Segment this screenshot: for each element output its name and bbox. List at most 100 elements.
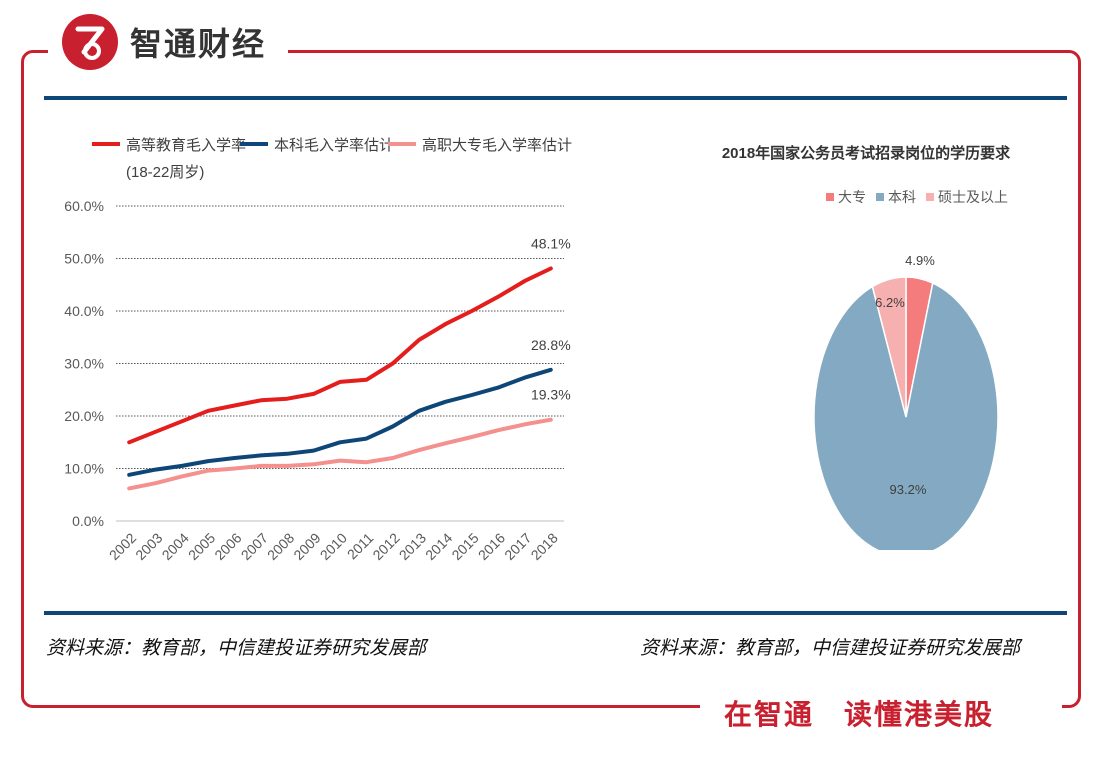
x-tick-label: 2016 — [475, 530, 508, 563]
source-note-right: 资料来源：教育部，中信建投证券研究发展部 — [640, 637, 1021, 659]
x-tick-label: 2004 — [159, 530, 192, 563]
data-point — [234, 405, 236, 406]
x-tick-label: 2008 — [264, 530, 297, 563]
legend-label: 大专 — [838, 189, 866, 205]
pie-slice-label: 6.2% — [875, 295, 905, 310]
data-point — [550, 267, 552, 269]
data-point — [313, 450, 315, 452]
x-tick-label: 2010 — [317, 530, 350, 563]
data-point — [497, 296, 499, 298]
y-tick-label: 40.0% — [64, 303, 104, 319]
line-chart-grid — [116, 205, 564, 522]
data-point — [313, 463, 315, 465]
data-point — [471, 310, 473, 312]
data-point — [392, 426, 394, 427]
data-point — [550, 419, 552, 421]
data-point — [497, 387, 499, 389]
data-point — [444, 401, 446, 403]
data-point — [181, 420, 183, 422]
pie-chart: 2018年国家公务员考试招录岗位的学历要求 大专 本科 硕士及以上 4.9% 93.2… — [722, 144, 1011, 550]
data-point — [523, 423, 525, 425]
data-point — [234, 457, 236, 459]
data-point — [471, 436, 473, 438]
data-point — [418, 339, 420, 341]
pie-slice-label: 93.2% — [890, 482, 927, 497]
legend-label: 高职大专毛入学率估计 — [422, 137, 572, 154]
y-tick-label: 30.0% — [64, 356, 104, 372]
pie-slice — [871, 276, 907, 418]
y-tick-label: 0.0% — [72, 513, 104, 529]
x-tick-label: 2009 — [290, 530, 323, 563]
data-point — [523, 280, 525, 282]
data-point — [260, 465, 262, 467]
footer-mask — [700, 692, 1062, 722]
data-point — [207, 470, 209, 472]
brand-name: 智通财经 — [130, 19, 277, 65]
data-point — [418, 449, 420, 451]
pie-chart-labels: 4.9% 93.2% 6.2% — [875, 253, 935, 497]
x-tick-label: 2002 — [106, 530, 139, 563]
legend-label: 硕士及以上 — [938, 189, 1008, 205]
x-tick-label: 2017 — [501, 530, 534, 563]
legend-label: 本科毛入学率估计 — [274, 137, 394, 154]
end-data-label: 28.8% — [531, 337, 571, 353]
data-point — [497, 429, 499, 431]
line-chart: 高等教育毛入学率 (18-22周岁) 本科毛入学率估计 高职大专毛入学率估计 0.0%… — [64, 136, 572, 563]
data-point — [155, 431, 157, 433]
data-point — [550, 369, 552, 371]
line-chart-legend: 高等教育毛入学率 (18-22周岁) 本科毛入学率估计 高职大专毛入学率估计 — [92, 136, 572, 181]
x-tick-label: 2015 — [448, 530, 481, 563]
x-tick-label: 2011 — [344, 530, 377, 563]
data-point — [392, 457, 394, 459]
line-chart-x-axis: 2002200320042005200620072008200920102011… — [106, 530, 561, 563]
x-tick-label: 2013 — [396, 530, 429, 563]
top-rule — [44, 96, 1067, 100]
data-point — [471, 394, 473, 396]
series-line — [127, 417, 553, 491]
y-tick-label: 60.0% — [64, 198, 104, 214]
legend-label: 本科 — [888, 189, 916, 205]
data-point — [286, 398, 288, 400]
x-tick-label: 2014 — [422, 530, 455, 563]
x-tick-label: 2003 — [132, 530, 165, 563]
data-point — [181, 475, 183, 477]
brand-logo: 智通财经 — [62, 14, 277, 70]
data-point — [339, 381, 341, 383]
legend-label: 高等教育毛入学率 — [126, 136, 246, 154]
x-tick-label: 2006 — [211, 530, 244, 563]
x-tick-label: 2018 — [528, 530, 561, 563]
data-point — [234, 468, 236, 469]
data-point — [444, 442, 446, 444]
data-point — [392, 363, 394, 364]
line-chart-y-axis: 0.0% 10.0% 20.0% 30.0% 40.0% 50.0% 60.0% — [64, 198, 104, 529]
legend-swatch — [876, 193, 884, 201]
brand-slogan: 在智通 读懂港美股 — [724, 698, 995, 731]
data-point — [155, 482, 157, 484]
data-point — [365, 438, 367, 440]
data-point — [286, 465, 288, 467]
end-data-label: 19.3% — [531, 387, 571, 403]
x-tick-label: 2012 — [369, 530, 402, 563]
data-point — [128, 474, 130, 476]
data-point — [260, 454, 262, 456]
data-point — [260, 399, 262, 401]
legend-swatch — [926, 193, 934, 201]
data-point — [128, 487, 130, 489]
y-tick-label: 50.0% — [64, 251, 104, 267]
pie-slice-label: 4.9% — [905, 253, 935, 268]
data-point — [128, 441, 130, 443]
series-line — [127, 266, 553, 445]
line-chart-end-labels: 48.1% 28.8% 19.3% — [531, 235, 571, 402]
source-note-left: 资料来源：教育部，中信建投证券研究发展部 — [46, 637, 427, 659]
data-point — [339, 460, 341, 462]
data-point — [365, 379, 367, 381]
x-tick-label: 2007 — [238, 530, 271, 563]
data-point — [313, 393, 315, 395]
end-data-label: 48.1% — [531, 235, 571, 251]
data-point — [155, 469, 157, 471]
data-point — [207, 410, 209, 412]
data-point — [286, 453, 288, 455]
x-tick-label: 2005 — [185, 530, 218, 563]
y-tick-label: 10.0% — [64, 461, 104, 477]
data-point — [339, 441, 341, 443]
